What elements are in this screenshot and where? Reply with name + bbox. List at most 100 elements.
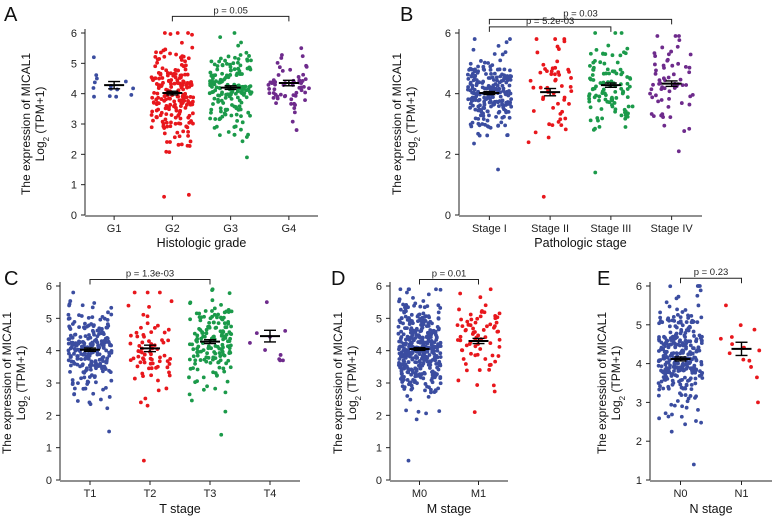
y-tick-label: 5 bbox=[71, 58, 77, 70]
data-point bbox=[417, 359, 422, 363]
data-point bbox=[208, 70, 213, 75]
data-point bbox=[214, 124, 219, 129]
data-point bbox=[89, 359, 94, 364]
data-point bbox=[436, 310, 441, 315]
data-point bbox=[690, 368, 694, 373]
data-point bbox=[290, 119, 295, 124]
data-point bbox=[238, 107, 243, 112]
data-point bbox=[672, 369, 676, 373]
data-point bbox=[201, 375, 206, 380]
data-point bbox=[397, 318, 402, 323]
data-point bbox=[410, 357, 415, 362]
data-point bbox=[246, 132, 250, 137]
data-point bbox=[154, 50, 158, 55]
data-point bbox=[82, 326, 87, 331]
data-point bbox=[79, 376, 83, 381]
data-point bbox=[241, 93, 246, 97]
data-point bbox=[498, 58, 503, 63]
data-point bbox=[80, 303, 85, 308]
data-point bbox=[99, 327, 104, 331]
data-point bbox=[676, 61, 681, 66]
data-point bbox=[627, 84, 632, 89]
data-point bbox=[404, 309, 408, 314]
data-point bbox=[154, 102, 159, 107]
data-point bbox=[186, 192, 191, 197]
data-point bbox=[186, 99, 190, 103]
data-point bbox=[90, 315, 95, 320]
data-point bbox=[246, 110, 251, 115]
data-point bbox=[622, 50, 626, 55]
data-point bbox=[553, 72, 557, 77]
data-point bbox=[662, 123, 667, 128]
data-point bbox=[107, 353, 112, 358]
data-point bbox=[408, 319, 413, 324]
group-g2 bbox=[149, 31, 196, 199]
data-point bbox=[97, 332, 101, 336]
data-point bbox=[420, 353, 425, 358]
data-point bbox=[107, 94, 112, 99]
y-tick-label: 1 bbox=[46, 443, 52, 455]
x-tick-label: M0 bbox=[412, 488, 427, 500]
data-point bbox=[184, 63, 188, 68]
data-point bbox=[538, 70, 543, 75]
data-point bbox=[683, 386, 688, 391]
data-point bbox=[271, 79, 276, 84]
data-point bbox=[101, 387, 105, 392]
data-point bbox=[473, 73, 478, 78]
data-point bbox=[397, 345, 402, 350]
data-point bbox=[747, 358, 752, 363]
data-point bbox=[492, 324, 497, 328]
data-point bbox=[158, 355, 162, 360]
data-point bbox=[556, 101, 560, 106]
y-tick-label: 3 bbox=[376, 378, 382, 390]
data-point bbox=[150, 361, 155, 366]
data-point bbox=[678, 391, 682, 396]
data-point bbox=[606, 43, 611, 48]
data-point bbox=[690, 351, 695, 356]
data-point bbox=[401, 321, 405, 326]
data-point bbox=[139, 325, 143, 330]
data-point bbox=[203, 309, 208, 313]
data-point bbox=[496, 123, 500, 128]
data-point bbox=[670, 63, 675, 68]
data-point bbox=[503, 108, 508, 113]
data-point bbox=[152, 325, 157, 330]
data-point bbox=[168, 124, 173, 129]
data-point bbox=[672, 403, 677, 408]
data-point bbox=[471, 47, 476, 52]
data-point bbox=[109, 305, 114, 310]
data-point bbox=[172, 104, 176, 109]
data-point bbox=[224, 325, 229, 330]
data-point bbox=[653, 71, 658, 76]
data-point bbox=[669, 429, 674, 434]
x-tick-label: N0 bbox=[673, 488, 687, 500]
data-point bbox=[162, 131, 167, 136]
data-point bbox=[202, 334, 207, 339]
data-point bbox=[472, 37, 477, 41]
data-point bbox=[426, 363, 431, 367]
y-tick-label: 2 bbox=[71, 149, 77, 161]
data-point bbox=[168, 80, 173, 84]
data-point bbox=[223, 336, 228, 340]
data-point bbox=[567, 102, 571, 106]
data-point bbox=[161, 48, 166, 53]
data-point bbox=[218, 329, 223, 334]
data-point bbox=[594, 93, 598, 98]
data-point bbox=[212, 96, 217, 101]
data-point bbox=[749, 365, 753, 369]
data-point bbox=[601, 52, 605, 56]
data-point bbox=[658, 315, 663, 320]
data-point bbox=[204, 327, 209, 332]
data-point bbox=[157, 76, 161, 81]
data-point bbox=[72, 346, 77, 351]
data-point bbox=[212, 62, 217, 67]
data-point bbox=[668, 284, 673, 289]
data-point bbox=[685, 360, 690, 365]
data-point bbox=[185, 72, 190, 77]
data-point bbox=[465, 319, 470, 324]
data-point bbox=[149, 330, 154, 335]
data-point bbox=[422, 357, 427, 362]
data-point bbox=[190, 32, 194, 37]
data-point bbox=[128, 341, 133, 346]
data-point bbox=[741, 357, 746, 362]
